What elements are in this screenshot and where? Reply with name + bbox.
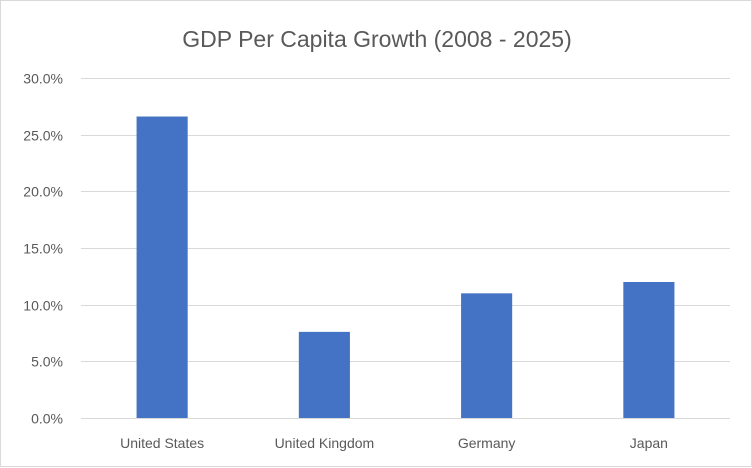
x-tick-label: United Kingdom [275, 435, 375, 451]
chart-title: GDP Per Capita Growth (2008 - 2025) [182, 26, 571, 52]
y-axis-tick-labels: 0.0% 5.0% 10.0% 15.0% 20.0% 25.0% 30.0% [23, 71, 63, 427]
bar-united-kingdom [298, 331, 350, 418]
x-tick-label: Germany [458, 435, 516, 451]
y-tick-label: 20.0% [23, 184, 63, 200]
y-tick-label: 10.0% [23, 298, 63, 314]
y-tick-label: 30.0% [23, 71, 63, 87]
bar-united-states [136, 116, 188, 419]
bar-japan [623, 282, 675, 418]
bar-germany [461, 293, 513, 418]
x-tick-label: United States [120, 435, 204, 451]
x-tick-label: Japan [630, 435, 668, 451]
y-tick-label: 25.0% [23, 128, 63, 144]
bars [136, 116, 675, 419]
y-tick-label: 15.0% [23, 241, 63, 257]
y-tick-label: 0.0% [31, 411, 63, 427]
y-tick-label: 5.0% [31, 354, 63, 370]
gridlines [81, 78, 730, 419]
x-axis-tick-labels: United States United Kingdom Germany Japan [120, 435, 668, 451]
